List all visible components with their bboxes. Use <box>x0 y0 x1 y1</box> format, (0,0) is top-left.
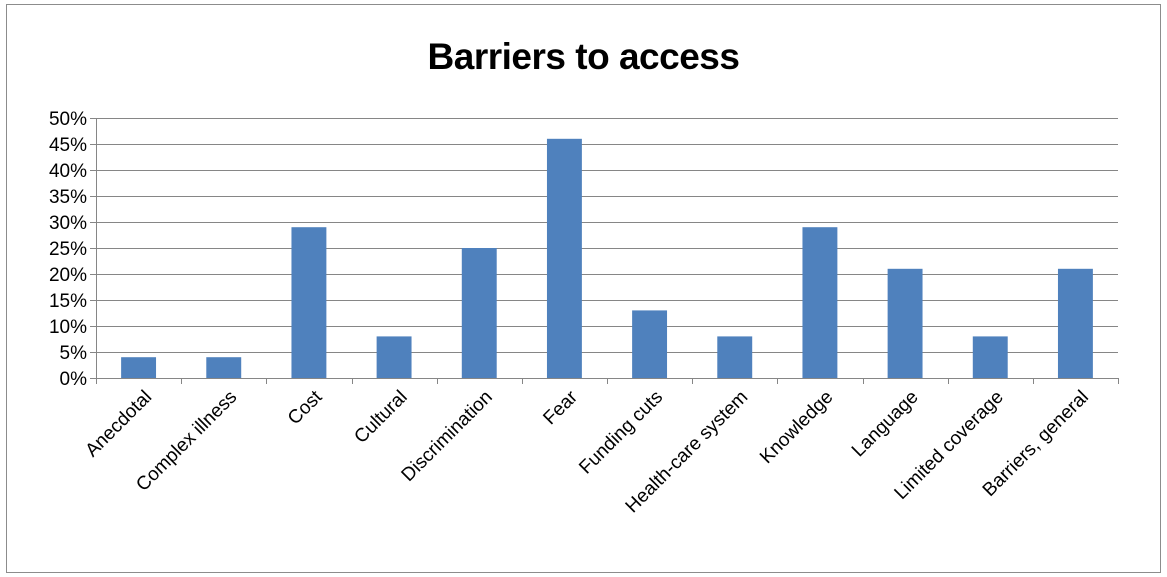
x-tick-label: Discrimination <box>398 387 497 486</box>
x-tick-label: Funding cuts <box>575 387 667 479</box>
bar-health-care-system <box>717 336 753 378</box>
y-tick-labels: 0% 5% 10% 15% 20% 25% 30% 35% 40% 45% 50% <box>49 109 87 390</box>
bar-cost <box>291 227 327 378</box>
y-tick-label: 45% <box>49 135 87 156</box>
y-tick-label: 50% <box>49 109 87 130</box>
y-tick-label: 0% <box>60 369 88 390</box>
bars <box>121 138 1093 378</box>
bar-complex-illness <box>206 357 242 378</box>
bar-knowledge <box>802 227 838 378</box>
bar-anecdotal <box>121 357 157 378</box>
y-tick-label: 30% <box>49 213 87 234</box>
bar-language <box>887 268 923 378</box>
y-tick-label: 35% <box>49 187 87 208</box>
bar-barriers-general <box>1057 268 1093 378</box>
bar-cultural <box>376 336 412 378</box>
axes <box>90 118 1119 384</box>
y-tick-label: 10% <box>49 317 87 338</box>
gridlines <box>96 118 1118 353</box>
y-tick-label: 25% <box>49 239 87 260</box>
bar-limited-coverage <box>972 336 1008 378</box>
x-tick-label: Knowledge <box>756 387 837 468</box>
x-tick-label: Cost <box>284 386 327 429</box>
bar-fear <box>546 138 582 378</box>
bar-funding-cuts <box>632 310 668 378</box>
y-tick-label: 40% <box>49 161 87 182</box>
x-tick-label: Cultural <box>350 387 411 448</box>
chart-frame <box>6 4 1161 573</box>
bar-discrimination <box>461 248 497 378</box>
x-tick-label: Anecdotal <box>82 387 157 462</box>
x-tick-label: Fear <box>539 386 582 429</box>
y-tick-label: 5% <box>60 343 88 364</box>
y-tick-label: 15% <box>49 291 87 312</box>
chart-title: Barriers to access <box>427 36 740 77</box>
y-tick-label: 20% <box>49 265 87 286</box>
x-tick-label: Language <box>848 387 923 462</box>
